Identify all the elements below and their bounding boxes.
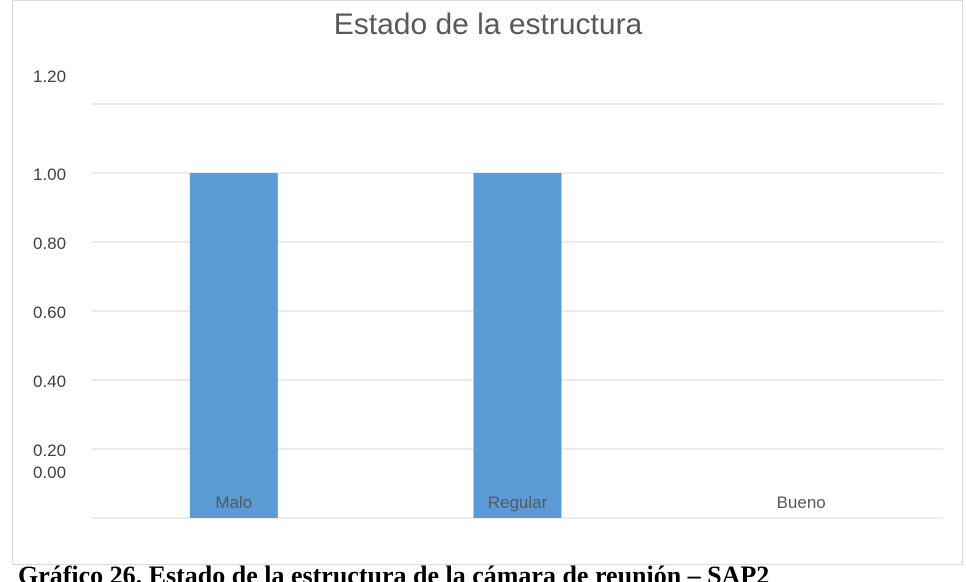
chart-title: Estado de la estructura xyxy=(334,8,643,41)
bar-regular xyxy=(473,173,562,518)
y-tick-label: 0.20 xyxy=(33,441,66,460)
bar-malo xyxy=(189,173,278,518)
x-category-label: Malo xyxy=(215,493,252,512)
y-tick-label: 0.80 xyxy=(33,234,66,253)
y-tick-label: 1.00 xyxy=(33,165,66,184)
y-tick-label: 0.60 xyxy=(33,303,66,322)
y-tick-label: 0.00 xyxy=(33,463,66,482)
x-category-label: Regular xyxy=(488,493,548,512)
y-tick-label: 1.20 xyxy=(33,67,66,86)
y-tick-label: 0.40 xyxy=(33,372,66,391)
figure-caption: Gráfico 26. Estado de la estructura de l… xyxy=(18,561,770,582)
x-axis-category-labels: Malo Regular Bueno xyxy=(215,493,825,512)
x-category-label: Bueno xyxy=(777,493,826,512)
y-axis-tick-labels: 0.00 0.20 0.40 0.60 0.80 1.00 1.20 xyxy=(33,67,66,482)
bars xyxy=(189,173,562,518)
